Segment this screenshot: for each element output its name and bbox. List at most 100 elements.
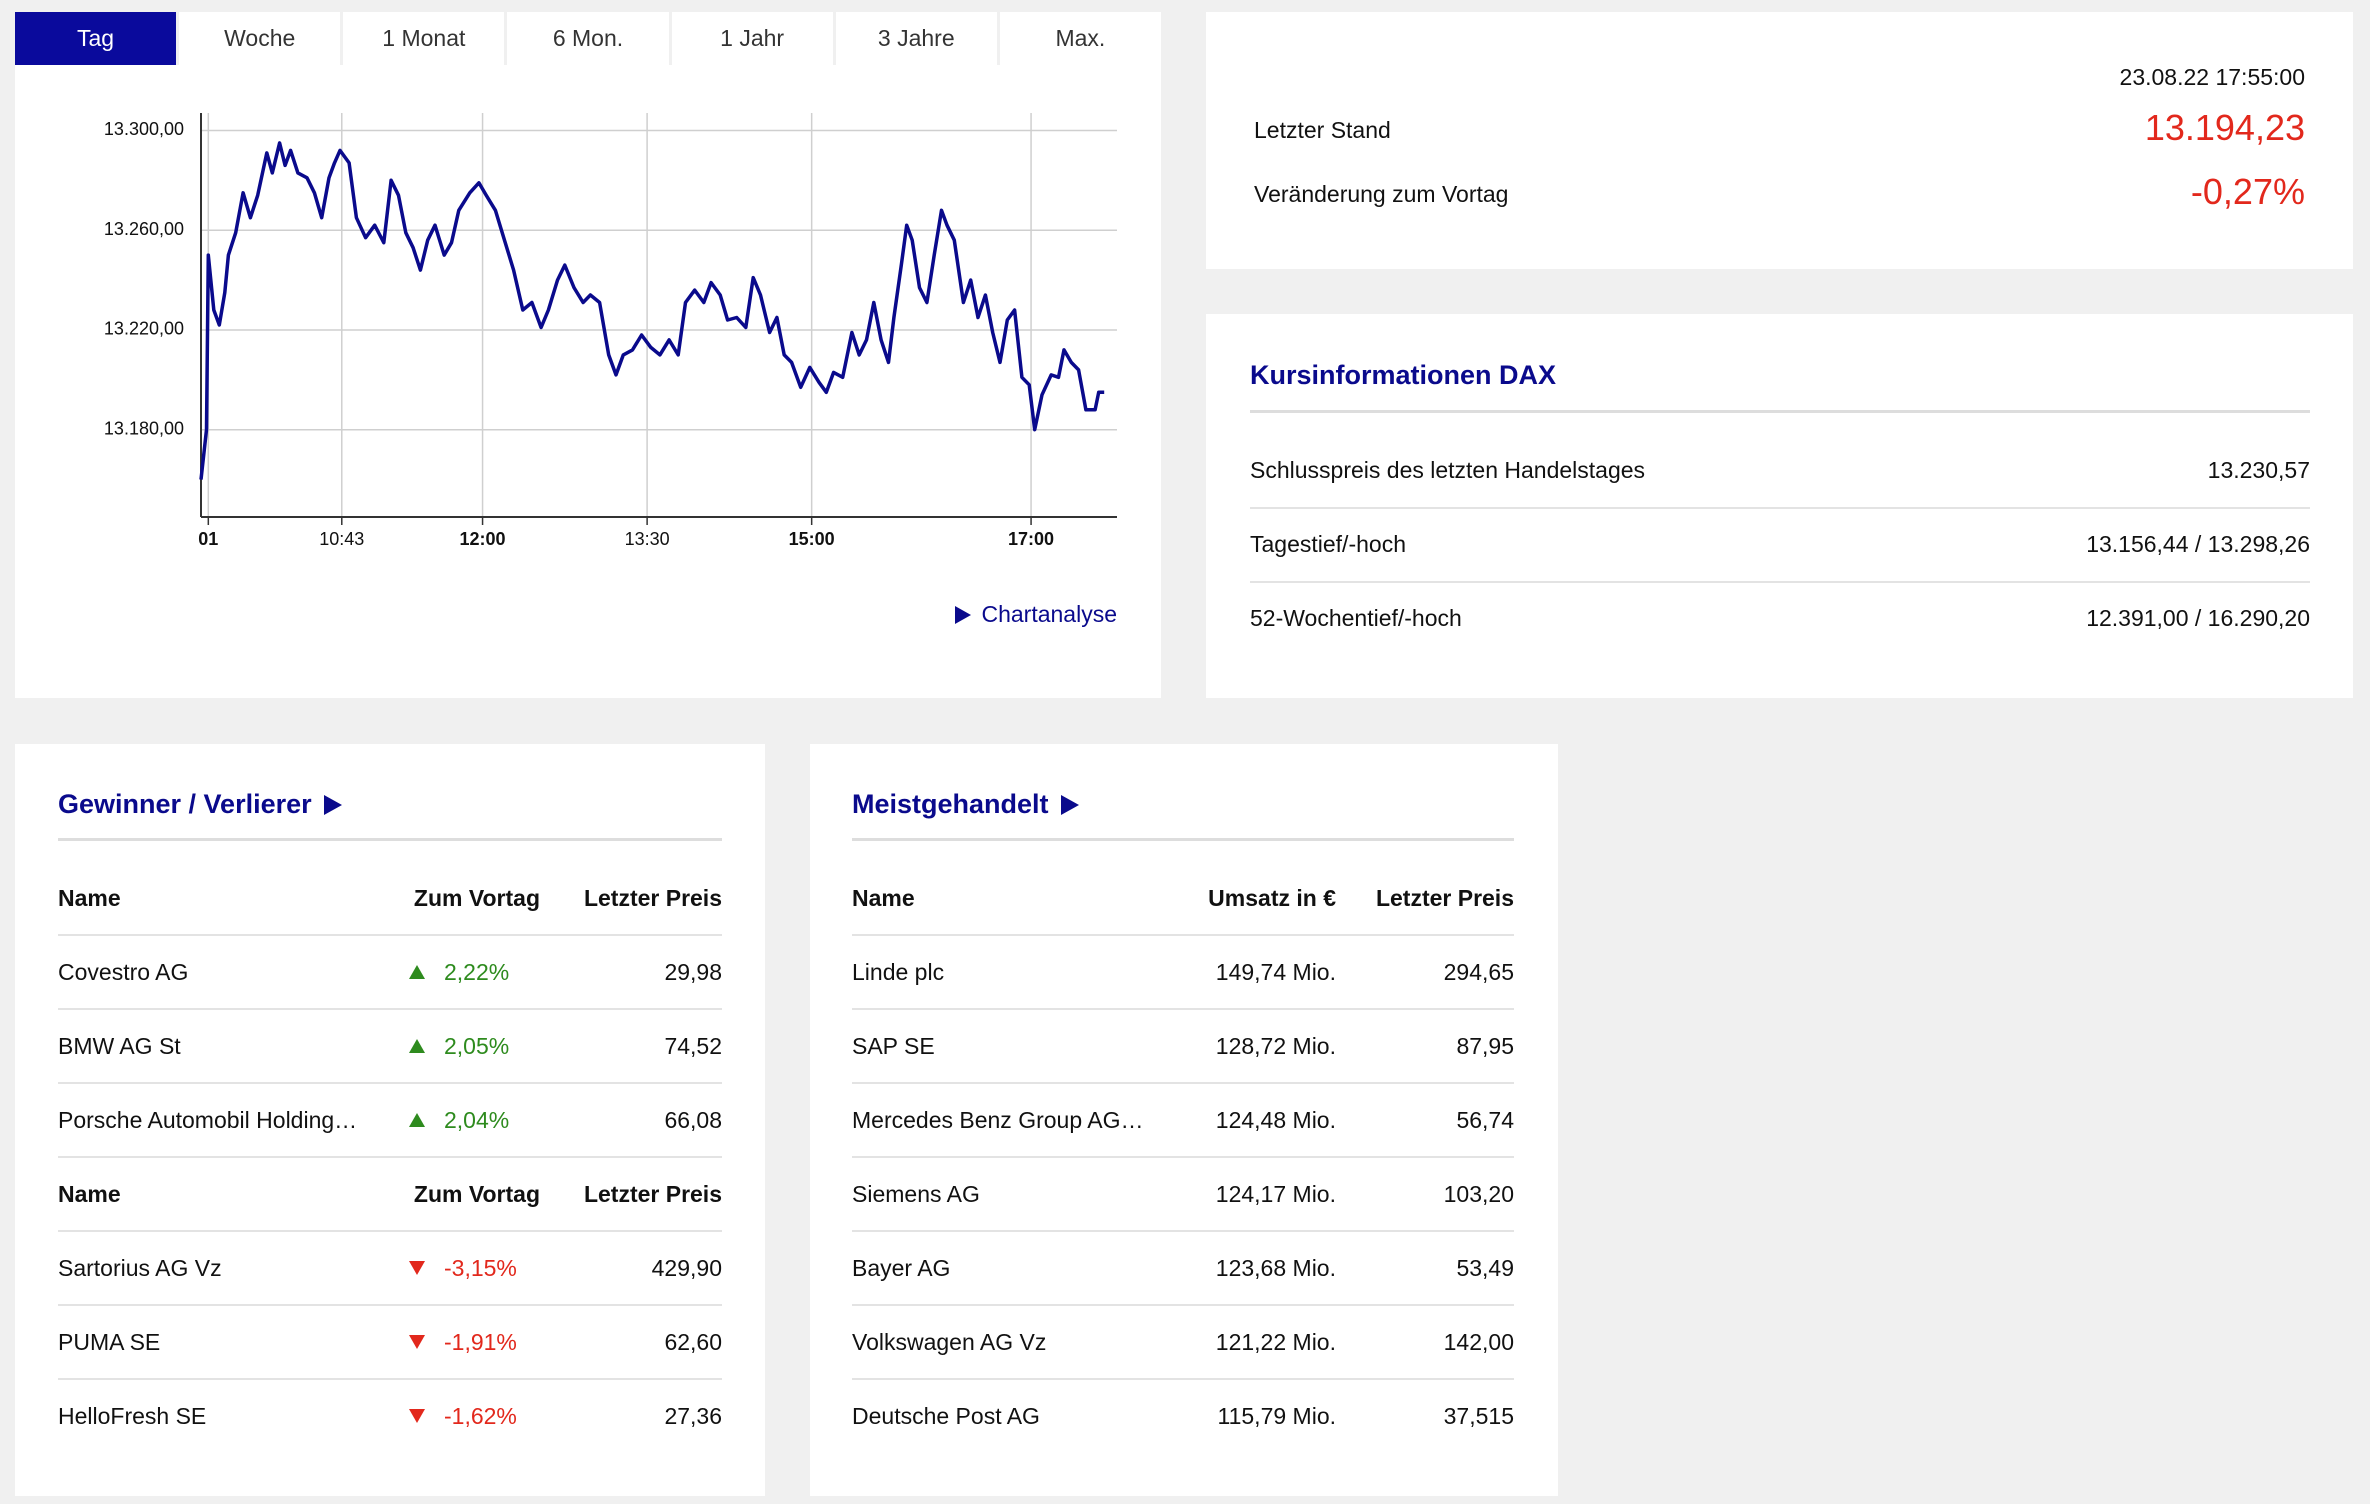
separator [58, 1230, 722, 1232]
down-icon [409, 1409, 425, 1423]
y-tick-label: 13.260,00 [104, 219, 184, 239]
tab[interactable]: Tag [15, 12, 177, 65]
title-rule [1250, 410, 2310, 413]
panel-title: Kursinformationen DAX [1250, 360, 1557, 390]
turnover: 115,79 Mio. [1217, 1403, 1336, 1429]
turnover: 121,22 Mio. [1215, 1329, 1336, 1355]
y-tick-label: 13.220,00 [104, 319, 184, 339]
stock-name: Volkswagen AG Vz [852, 1329, 1047, 1355]
stock-name: Deutsche Post AG [852, 1403, 1040, 1429]
stock-name: BMW AG St [58, 1033, 181, 1059]
chart-link[interactable]: Chartanalyse [955, 603, 1117, 626]
tab[interactable]: 1 Monat [343, 12, 505, 65]
y-tick-label: 13.180,00 [104, 418, 184, 438]
separator [58, 934, 722, 936]
column-header: Umsatz in € [1208, 885, 1336, 911]
down-icon [409, 1261, 425, 1275]
label: Veränderung zum Vortag [1254, 181, 1509, 207]
price: 53,49 [1456, 1255, 1514, 1281]
price: 29,98 [664, 959, 722, 985]
panel-title[interactable]: Gewinner / Verlierer [58, 791, 342, 818]
row-label: 52-Wochentief/-hoch [1250, 605, 1462, 631]
price: 66,08 [664, 1107, 722, 1133]
change: -1,91% [444, 1329, 517, 1355]
tab[interactable]: Max. [999, 12, 1161, 65]
title-text[interactable]: Gewinner / Verlierer [58, 789, 312, 819]
stock-name: PUMA SE [58, 1329, 161, 1355]
price: 429,90 [651, 1255, 722, 1281]
up-icon [409, 1039, 425, 1053]
price: 87,95 [1456, 1033, 1514, 1059]
turnover: 128,72 Mio. [1215, 1033, 1336, 1059]
column-header: Letzter Preis [1375, 885, 1514, 911]
x-tick-label: 10:43 [319, 529, 364, 549]
separator [852, 1230, 1514, 1232]
stock-name: Siemens AG [852, 1181, 980, 1207]
last-value: 13.194,23 [2144, 107, 2305, 148]
down-icon [409, 1335, 425, 1349]
row-label: Schlusspreis des letzten Handelstages [1250, 457, 1646, 483]
x-tick-label: 01 [198, 529, 218, 549]
stock-name: Bayer AG [852, 1255, 951, 1281]
turnover: 149,74 Mio. [1215, 959, 1336, 985]
turnover: 124,48 Mio. [1215, 1107, 1336, 1133]
movers-panel: Gewinner / Verlierer Name Zum Vortag Letzt… [15, 744, 765, 1496]
change: 2,22% [444, 959, 510, 985]
quote-panel: 23.08.22 17:55:00 Letzter Stand 13.194,2… [1206, 12, 2353, 269]
kursinfo-panel: Kursinformationen DAX Schlusspreis des l… [1206, 314, 2353, 698]
tab[interactable]: Woche [179, 12, 341, 65]
row-label: Tagestief/-hoch [1250, 531, 1406, 557]
column-header: Letzter Preis [583, 885, 722, 911]
x-tick-label: 17:00 [1008, 529, 1054, 549]
separator [852, 1082, 1514, 1084]
separator [852, 934, 1514, 936]
separator [1250, 581, 2310, 583]
stock-name: Covestro AG [58, 959, 189, 985]
timestamp: 23.08.22 17:55:00 [2119, 64, 2305, 90]
up-icon [409, 965, 425, 979]
column-header: Name [58, 1181, 121, 1207]
separator [58, 1378, 722, 1380]
price-line [199, 141, 1105, 480]
separator [852, 1378, 1514, 1380]
change: -1,62% [444, 1403, 517, 1429]
tab[interactable]: 3 Jahre [835, 12, 997, 65]
price: 62,60 [664, 1329, 722, 1355]
stock-name: Mercedes Benz Group AG… [852, 1107, 1144, 1133]
column-header: Zum Vortag [413, 1181, 540, 1207]
title-rule [58, 838, 722, 841]
stock-name: Linde plc [852, 959, 945, 985]
separator [58, 1008, 722, 1010]
link-text[interactable]: Chartanalyse [981, 601, 1117, 627]
title-text[interactable]: Meistgehandelt [852, 789, 1049, 819]
y-tick-label: 13.300,00 [104, 119, 184, 139]
stock-name: HelloFresh SE [58, 1403, 207, 1429]
column-header: Name [852, 885, 915, 911]
column-header: Name [58, 885, 121, 911]
change: 2,05% [444, 1033, 510, 1059]
price: 74,52 [664, 1033, 722, 1059]
arrow-icon [323, 794, 342, 815]
row-value: 12.391,00 / 16.290,20 [2086, 605, 2310, 631]
stock-name: Porsche Automobil Holding… [58, 1107, 358, 1133]
up-icon [409, 1113, 425, 1127]
arrow-icon [955, 605, 972, 624]
label: Letzter Stand [1254, 117, 1391, 143]
change: 2,04% [444, 1107, 510, 1133]
price: 103,20 [1443, 1181, 1514, 1207]
x-tick-label: 12:00 [460, 529, 506, 549]
separator [58, 1082, 722, 1084]
turnover: 124,17 Mio. [1215, 1181, 1336, 1207]
tab[interactable]: 6 Mon. [507, 12, 669, 65]
arrow-icon [1060, 794, 1079, 815]
column-header: Letzter Preis [583, 1181, 722, 1207]
column-header: Zum Vortag [413, 885, 540, 911]
tab[interactable]: 1 Jahr [671, 12, 833, 65]
most-traded-panel: Meistgehandelt Name Umsatz in € Letzter Pr… [810, 744, 1558, 1496]
price: 142,00 [1443, 1329, 1514, 1355]
chart: 13.180,00 13.220,00 13.260,00 13.300,00 01 10… [104, 113, 1117, 549]
price: 37,515 [1443, 1403, 1514, 1429]
panel-title[interactable]: Meistgehandelt [852, 791, 1079, 818]
x-tick-label: 15:00 [789, 529, 835, 549]
change: -3,15% [444, 1255, 517, 1281]
